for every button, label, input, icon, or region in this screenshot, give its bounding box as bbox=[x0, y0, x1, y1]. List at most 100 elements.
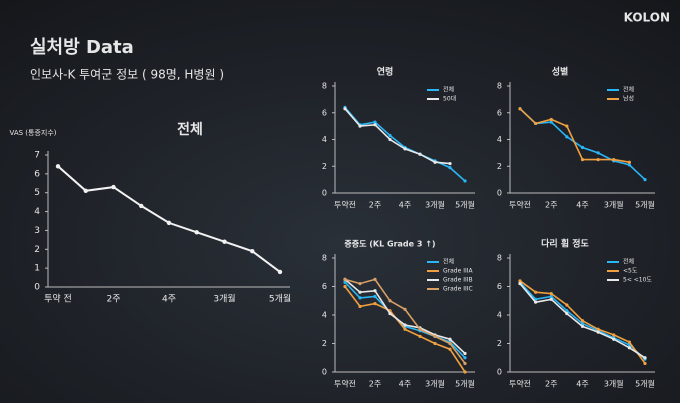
x-tick-label: 4주 bbox=[162, 294, 176, 305]
x-tick-label: 투약전 bbox=[334, 379, 356, 389]
x-tick-label: 2주 bbox=[106, 294, 120, 305]
y-tick-label: 6 bbox=[322, 282, 327, 291]
legend-label: 전체 bbox=[443, 86, 454, 94]
data-point bbox=[518, 282, 522, 286]
data-point bbox=[403, 327, 407, 331]
data-point bbox=[627, 163, 631, 167]
x-tick-label: 3개월 bbox=[604, 200, 624, 210]
x-tick-label: 2주 bbox=[369, 380, 381, 389]
y-tick-label: 5 bbox=[34, 188, 40, 198]
data-point bbox=[373, 277, 377, 281]
data-point bbox=[373, 120, 377, 124]
y-tick-label: 4 bbox=[497, 311, 502, 320]
data-point bbox=[55, 164, 61, 169]
data-point bbox=[463, 179, 467, 183]
data-point bbox=[534, 290, 538, 294]
data-point bbox=[403, 323, 407, 327]
y-tick-label: 8 bbox=[497, 254, 502, 263]
data-point bbox=[565, 303, 569, 307]
legend-label: Grade IIIC bbox=[443, 286, 473, 293]
y-tick-label: 0 bbox=[322, 189, 327, 198]
data-point bbox=[358, 304, 362, 309]
data-point bbox=[643, 361, 647, 366]
chart-title: 연령 bbox=[377, 66, 394, 78]
data-point bbox=[518, 107, 522, 111]
data-point bbox=[518, 279, 522, 283]
data-point bbox=[596, 327, 600, 331]
data-point bbox=[580, 145, 585, 150]
data-point bbox=[463, 356, 467, 360]
data-point bbox=[580, 157, 585, 162]
data-point bbox=[463, 351, 467, 356]
y-tick-label: 0 bbox=[497, 189, 502, 198]
x-tick-label: 투약 전 bbox=[44, 293, 72, 305]
y-tick-label: 0 bbox=[497, 368, 502, 377]
y-tick-label: 0 bbox=[322, 368, 327, 377]
legend-label: 5< <10도 bbox=[623, 277, 652, 284]
x-tick-label: 5개월 bbox=[269, 293, 291, 305]
data-point bbox=[194, 230, 199, 235]
data-point bbox=[448, 347, 452, 351]
data-point bbox=[448, 165, 452, 170]
y-tick-label: 2 bbox=[497, 339, 502, 348]
data-point bbox=[343, 280, 347, 284]
y-tick-label: 4 bbox=[322, 311, 327, 320]
data-point bbox=[565, 135, 569, 139]
data-point bbox=[222, 239, 227, 244]
x-tick-label: 4주 bbox=[576, 380, 588, 389]
slide-title: 실처방 Data bbox=[30, 37, 134, 58]
data-point bbox=[358, 124, 362, 128]
x-tick-label: 4주 bbox=[576, 201, 588, 210]
legend-label: 남성 bbox=[623, 95, 634, 103]
y-tick-label: 6 bbox=[497, 282, 502, 291]
data-point bbox=[418, 334, 422, 338]
data-point bbox=[358, 296, 362, 300]
legend-label: 전체 bbox=[623, 86, 634, 94]
x-tick-label: 3개월 bbox=[604, 379, 624, 389]
data-point bbox=[343, 284, 347, 289]
data-point bbox=[612, 157, 616, 162]
data-point bbox=[549, 117, 553, 122]
data-point bbox=[463, 370, 467, 374]
logo: KOLON bbox=[624, 11, 670, 25]
legend-label: 전체 bbox=[443, 258, 454, 266]
data-point bbox=[534, 300, 538, 304]
data-point bbox=[580, 321, 585, 326]
y-tick-label: 4 bbox=[497, 135, 502, 144]
x-tick-label: 3개월 bbox=[425, 379, 445, 389]
y-axis-label: VAS (통증지수) bbox=[9, 128, 56, 137]
data-point bbox=[418, 327, 422, 331]
y-tick-label: 2 bbox=[322, 339, 327, 348]
data-point bbox=[612, 337, 616, 341]
legend-label: Grade IIIB bbox=[443, 277, 473, 284]
data-point bbox=[448, 337, 452, 341]
data-point bbox=[565, 311, 569, 316]
data-point bbox=[565, 309, 569, 313]
x-tick-label: 5개월 bbox=[455, 379, 475, 389]
y-tick-label: 8 bbox=[322, 82, 327, 91]
data-point bbox=[612, 333, 616, 337]
x-tick-label: 5개월 bbox=[635, 200, 655, 210]
x-tick-label: 2주 bbox=[369, 201, 381, 210]
data-point bbox=[596, 157, 600, 162]
data-point bbox=[433, 334, 437, 338]
data-point bbox=[596, 330, 600, 334]
data-point bbox=[580, 319, 585, 323]
data-point bbox=[448, 341, 452, 346]
data-point bbox=[627, 160, 631, 164]
data-point bbox=[549, 297, 553, 301]
data-point bbox=[418, 152, 422, 156]
legend-label: <5도 bbox=[623, 268, 638, 275]
data-point bbox=[358, 282, 362, 286]
data-point bbox=[388, 137, 392, 142]
data-point bbox=[463, 361, 467, 366]
chart-title: 중증도 (KL Grade 3 ↑) bbox=[344, 240, 435, 249]
y-tick-label: 2 bbox=[497, 162, 502, 171]
x-tick-label: 5개월 bbox=[455, 200, 475, 210]
y-tick-label: 8 bbox=[322, 254, 327, 263]
data-point bbox=[343, 107, 347, 111]
data-point bbox=[358, 290, 362, 294]
x-tick-label: 5개월 bbox=[635, 379, 655, 389]
legend-label: Grade IIIA bbox=[443, 268, 474, 275]
